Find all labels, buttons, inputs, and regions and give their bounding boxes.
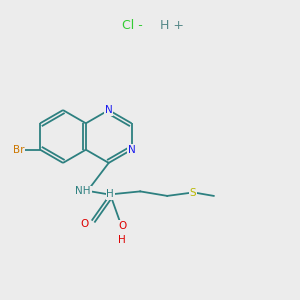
Text: N: N (105, 105, 112, 115)
Text: H: H (118, 235, 126, 245)
Text: N: N (128, 145, 136, 155)
Text: Cl -: Cl - (122, 19, 142, 32)
Text: H +: H + (160, 19, 184, 32)
Text: O: O (118, 221, 126, 231)
Text: S: S (189, 188, 196, 198)
Text: Br: Br (13, 145, 24, 155)
Text: H: H (106, 189, 114, 200)
Text: O: O (81, 219, 89, 230)
Text: NH: NH (76, 186, 91, 197)
